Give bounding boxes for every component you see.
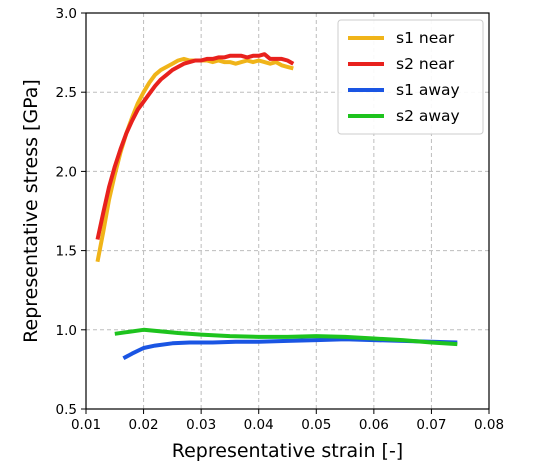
x-tick-label: 0.03 xyxy=(186,417,216,433)
series-line-s2-near xyxy=(95,52,295,240)
series-line-s1-near xyxy=(95,56,294,263)
axis-ticks: 0.01 0.02 0.03 0.04 0.05 0.06 0.07 0.08 0.5 1.0 1.… xyxy=(56,6,505,433)
y-tick-label: 3.0 xyxy=(56,6,77,22)
legend-box xyxy=(337,19,484,135)
y-tick-label: 2.0 xyxy=(56,164,77,180)
legend: s1 near s2 near s1 away s2 away xyxy=(337,19,484,135)
legend-label: s1 near xyxy=(396,29,455,47)
y-tick-label: 1.0 xyxy=(56,323,77,339)
series-lines xyxy=(95,52,458,361)
x-tick-label: 0.04 xyxy=(244,417,274,433)
legend-label: s1 away xyxy=(396,81,460,99)
x-tick-label: 0.05 xyxy=(301,417,331,433)
y-tick-label: 1.5 xyxy=(56,244,77,260)
y-tick-label: 2.5 xyxy=(56,85,77,101)
x-tick-label: 0.08 xyxy=(474,417,504,433)
y-axis-label: Representative stress [GPa] xyxy=(20,79,42,343)
x-tick-label: 0.06 xyxy=(359,417,389,433)
x-axis-label: Representative strain [-] xyxy=(172,440,403,462)
series-line-s2-away xyxy=(114,327,458,347)
legend-label: s2 near xyxy=(396,55,455,73)
x-tick-label: 0.07 xyxy=(416,417,446,433)
y-tick-label: 0.5 xyxy=(56,402,77,418)
plot-frame xyxy=(85,12,490,410)
x-tick-label: 0.01 xyxy=(71,417,101,433)
legend-label: s2 away xyxy=(396,107,460,125)
x-tick-label: 0.02 xyxy=(129,417,159,433)
